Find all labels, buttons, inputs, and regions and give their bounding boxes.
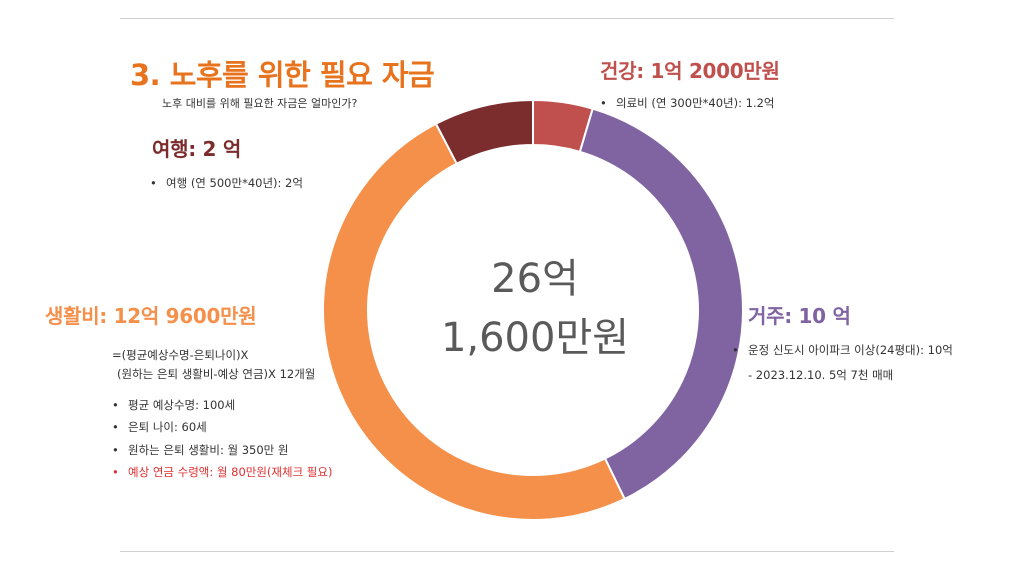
- living-bullet: • 원하는 은퇴 생활비: 월 350만 원: [112, 442, 288, 458]
- bottom-divider: [120, 551, 894, 552]
- living-heading: 생활비: 12억 9600만원: [45, 304, 257, 328]
- living-bullet-text: 원하는 은퇴 생활비: 월 350만 원: [128, 443, 289, 457]
- donut-slice-3: [434, 98, 534, 166]
- housing-bullet: • 운정 신도시 아이파크 이상(24평대): 10억: [732, 342, 953, 358]
- health-bullet: • 의료비 (연 300만*40년): 1.2억: [600, 95, 775, 111]
- housing-heading: 거주: 10 억: [748, 304, 851, 328]
- living-highlight-bullet: • 예상 연금 수령액: 월 80만원(재체크 필요): [112, 464, 332, 480]
- center-total-line1: 26억: [491, 256, 579, 302]
- living-bullet: • 평균 예상수명: 100세: [112, 397, 235, 413]
- center-total-line2: 1,600만원: [440, 315, 630, 361]
- living-bullet: • 은퇴 나이: 60세: [112, 419, 207, 435]
- health-heading: 건강: 1억 2000만원: [600, 59, 780, 83]
- housing-note: - 2023.12.10. 5억 7천 매매: [748, 368, 894, 382]
- bullet-dot: •: [112, 420, 119, 434]
- bullet-dot: •: [112, 443, 119, 457]
- travel-bullet-text: 여행 (연 500만*40년): 2억: [166, 176, 303, 190]
- living-bullet-text: 평균 예상수명: 100세: [128, 398, 236, 412]
- travel-heading: 여행: 2 억: [152, 137, 241, 161]
- housing-bullet-text: 운정 신도시 아이파크 이상(24평대): 10억: [748, 343, 953, 357]
- living-formula-line2: (원하는 은퇴 생활비-예상 연금)X 12개월: [117, 367, 316, 381]
- health-bullet-text: 의료비 (연 300만*40년): 1.2억: [616, 96, 775, 110]
- bullet-dot: •: [112, 398, 119, 412]
- top-divider: [120, 18, 894, 19]
- bullet-dot: •: [112, 465, 119, 479]
- living-highlight-text: 예상 연금 수령액: 월 80만원(재체크 필요): [128, 465, 333, 479]
- bullet-dot: •: [150, 176, 157, 190]
- living-formula-line1: =(평균예상수명-은퇴나이)X: [112, 348, 249, 362]
- bullet-dot: •: [732, 343, 739, 357]
- page-subtitle: 노후 대비를 위해 필요한 자금은 얼마인가?: [162, 97, 358, 110]
- bullet-dot: •: [600, 96, 607, 110]
- donut-slice-2: [322, 122, 626, 522]
- page-title: 3. 노후를 위한 필요 자금: [130, 58, 435, 92]
- travel-bullet: • 여행 (연 500만*40년): 2억: [150, 175, 303, 191]
- living-bullet-text: 은퇴 나이: 60세: [128, 420, 207, 434]
